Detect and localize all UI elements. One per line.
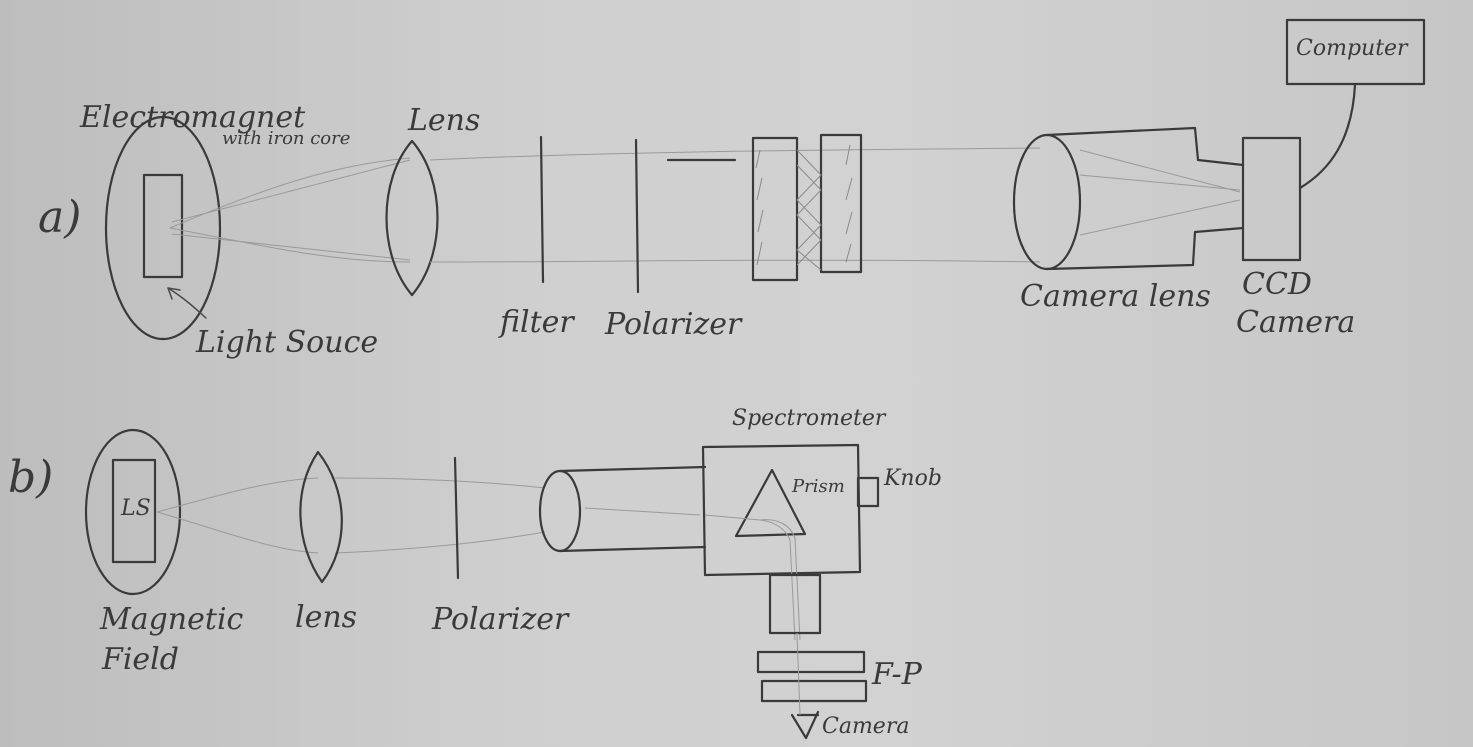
spectrometer-box xyxy=(701,443,862,577)
ray-b-parallel-top xyxy=(334,477,546,489)
light-source-arrowhead xyxy=(167,287,181,300)
polarizer-a-label: Polarizer xyxy=(605,307,742,342)
ccd-camera-body xyxy=(1241,136,1302,262)
spectrometer-knob xyxy=(856,476,880,508)
camera-b-icon xyxy=(790,710,820,740)
prism-light-path-2 xyxy=(759,519,801,641)
magnet-oval-b xyxy=(84,428,182,596)
prism xyxy=(734,468,807,538)
camera-lens-rays xyxy=(1079,149,1241,236)
light-source-rect-a xyxy=(142,173,184,279)
magnetic-field-label: Magnetic xyxy=(100,602,244,637)
filter-line xyxy=(539,135,545,284)
fp-reflections xyxy=(796,149,822,271)
light-source-label: Light Souce xyxy=(196,325,379,360)
fp-label: F-P xyxy=(872,657,922,692)
ray-a-upper-2 xyxy=(171,159,411,223)
prism-label: Prism xyxy=(792,476,845,497)
ray-b-parallel-bottom xyxy=(334,531,546,554)
ray-a-parallel-bottom xyxy=(429,259,1041,263)
fp-plate-bottom-b xyxy=(760,679,868,703)
fp-hatch-right xyxy=(845,144,853,263)
light-source-b-label: LS xyxy=(121,496,151,521)
fp-plate-left xyxy=(751,136,799,282)
magnetic-field-label-2: Field xyxy=(102,642,179,677)
ray-b-upper xyxy=(156,477,319,513)
panel-a-marker: a) xyxy=(38,192,82,243)
camera-b-ray xyxy=(796,632,801,716)
polarizer-line-a xyxy=(634,138,640,294)
lens-b-label: lens xyxy=(295,600,358,635)
fp-plate-top-b xyxy=(756,650,866,674)
ccd-camera-label: Camera xyxy=(1236,305,1356,340)
ray-a-lower-2 xyxy=(171,233,411,261)
computer-box xyxy=(1285,18,1426,86)
lens-b xyxy=(299,450,343,584)
polarizer-line-b xyxy=(453,456,460,580)
ccd-label: CCD xyxy=(1242,267,1312,302)
panel-b-diagram xyxy=(84,428,880,740)
electromagnet-oval xyxy=(104,115,222,341)
camera-lens-bottom-edge xyxy=(1045,226,1245,271)
collimator-body xyxy=(558,465,707,553)
camera-lens-top-edge xyxy=(1045,126,1245,167)
panel-b-marker: b) xyxy=(8,452,54,503)
camera-lens-label: Camera lens xyxy=(1020,279,1211,314)
fp-reflections-2 xyxy=(796,164,822,266)
polarizer-b-label: Polarizer xyxy=(432,602,569,637)
ray-b-lower xyxy=(156,511,319,554)
computer-label: Computer xyxy=(1296,36,1408,61)
knob-label: Knob xyxy=(884,466,942,491)
ray-a-parallel-top xyxy=(429,147,1041,161)
light-source-rect-b xyxy=(111,458,157,564)
camera-lens-front xyxy=(1012,133,1082,271)
filter-label: filter xyxy=(500,305,574,340)
computer-cable xyxy=(1298,83,1357,190)
collimator-front xyxy=(538,469,582,553)
electromagnet-label-sub: with iron core xyxy=(222,128,351,149)
panel-a-diagram xyxy=(104,18,1426,341)
lens-a-label: Lens xyxy=(408,103,481,138)
electromagnet-label: Electromagnet xyxy=(80,100,306,135)
spectrometer-label: Spectrometer xyxy=(732,406,886,431)
fp-plate-right xyxy=(819,133,863,274)
light-source-arrow xyxy=(167,287,207,319)
collimator-ray xyxy=(584,507,701,516)
fp-hatch-left xyxy=(755,149,764,266)
ray-a-lower-1 xyxy=(169,227,411,263)
lens-a xyxy=(385,139,439,297)
ray-a-upper-1 xyxy=(169,157,411,229)
camera-b-label: Camera xyxy=(822,714,910,739)
output-tube xyxy=(768,573,822,635)
